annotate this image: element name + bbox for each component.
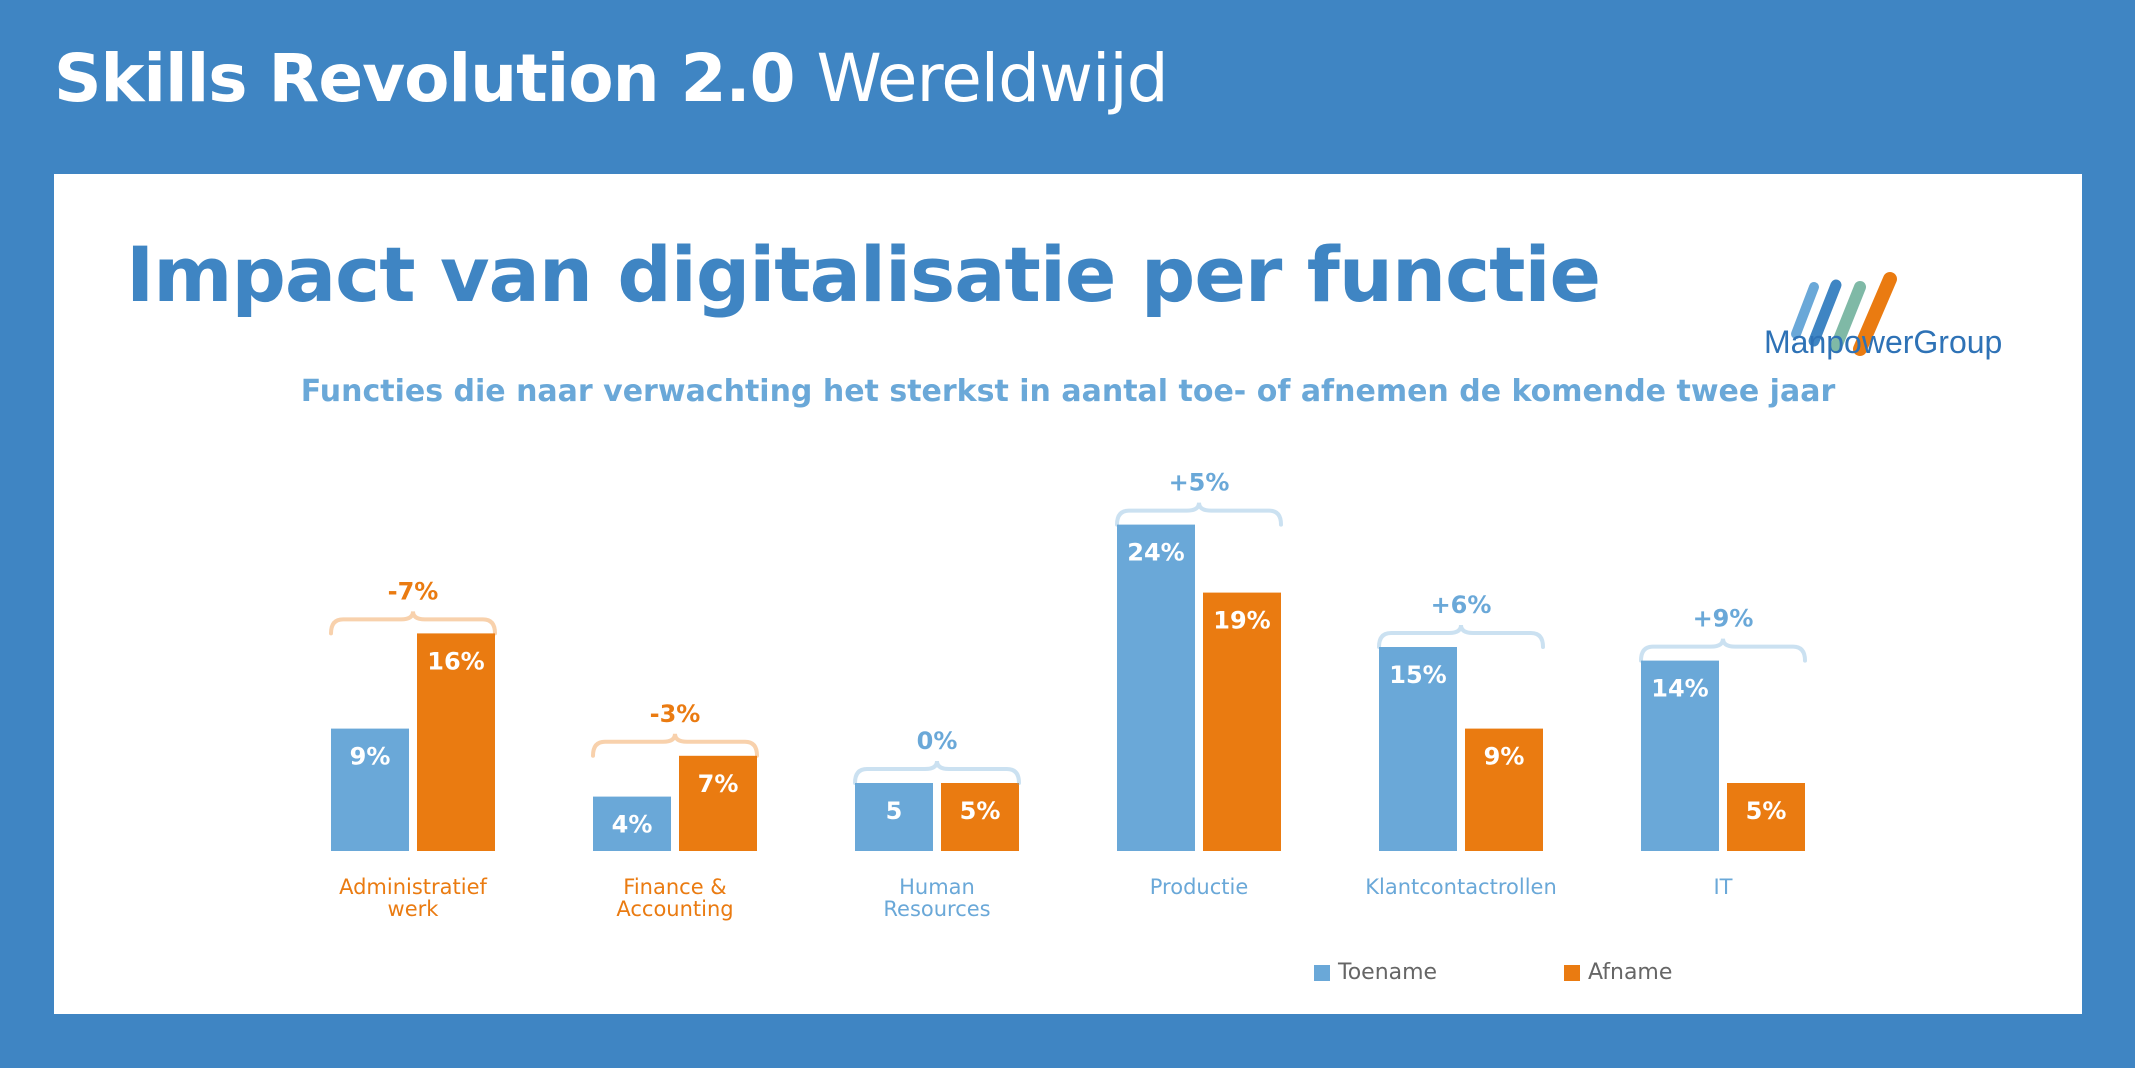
data-label: 19% [1213,607,1270,635]
category-label: IT [1713,875,1732,899]
bar-toename-it [1641,660,1719,851]
category-label: Human [899,875,975,899]
bar-toename-finance-accounting [593,796,671,851]
page-title: Impact van digitalisatie per functie [126,230,1601,319]
bar-afname-human-resources [941,783,1019,851]
net-change-label: +5% [1169,469,1230,497]
infographic-panel: Impact van digitalisatie per functie Man… [54,174,2082,1014]
bracket [1639,638,1807,663]
bracket [1377,624,1545,649]
data-label: 14% [1651,675,1708,703]
header: Skills Revolution 2.0 Wereldwijd [54,40,1169,117]
net-change-label: -3% [650,700,701,728]
data-label: 15% [1389,661,1446,689]
bar-toename-administratief-werk [331,728,409,851]
legend-item-afname: Afname [1564,960,1672,985]
header-subtitle: Wereldwijd [816,40,1169,117]
net-change-label: 0% [917,727,958,755]
data-label: 9% [1484,743,1525,771]
legend-swatch-afname [1564,965,1580,981]
data-label: 7% [698,770,739,798]
net-change-label: +6% [1431,591,1492,619]
bar-afname-productie [1203,592,1281,851]
category-label: werk [388,897,440,921]
data-label: 5 [886,797,903,825]
bracket [329,611,497,636]
category-label: Klantcontactrollen [1365,875,1557,899]
bar-toename-productie [1117,524,1195,851]
bracket [853,760,1021,785]
bar-afname-klantcontactrollen [1465,728,1543,851]
bar-afname-administratief-werk [417,633,495,851]
category-label: Administratief [339,875,487,899]
data-label: 4% [612,811,653,839]
bar-afname-it [1727,783,1805,851]
legend-swatch-toename [1314,965,1330,981]
net-change-label: -7% [388,577,439,605]
legend-label-toename: Toename [1338,960,1438,985]
logo-wordmark: ManpowerGroup [1764,324,2003,360]
bar-toename-human-resources [855,783,933,851]
legend-item-toename: Toename [1314,960,1437,985]
data-label: 5% [1746,797,1787,825]
data-label: 16% [427,647,484,675]
net-change-label: +9% [1693,605,1754,633]
data-label: 24% [1127,539,1184,567]
bar-afname-finance-accounting [679,755,757,851]
bar-toename-klantcontactrollen [1379,647,1457,851]
data-label: 5% [960,797,1001,825]
category-label: Finance & [623,875,726,899]
bracket [591,733,759,758]
manpower-stripes-icon [1791,272,1897,356]
header-title: Skills Revolution 2.0 [54,40,796,117]
chart-subtitle: Functies die naar verwachting het sterks… [300,374,1836,409]
category-label: Productie [1150,875,1249,899]
category-label: Resources [883,897,990,921]
bracket [1115,502,1283,527]
legend-label-afname: Afname [1588,960,1673,985]
data-label: 9% [350,743,391,771]
category-label: Accounting [616,897,733,921]
